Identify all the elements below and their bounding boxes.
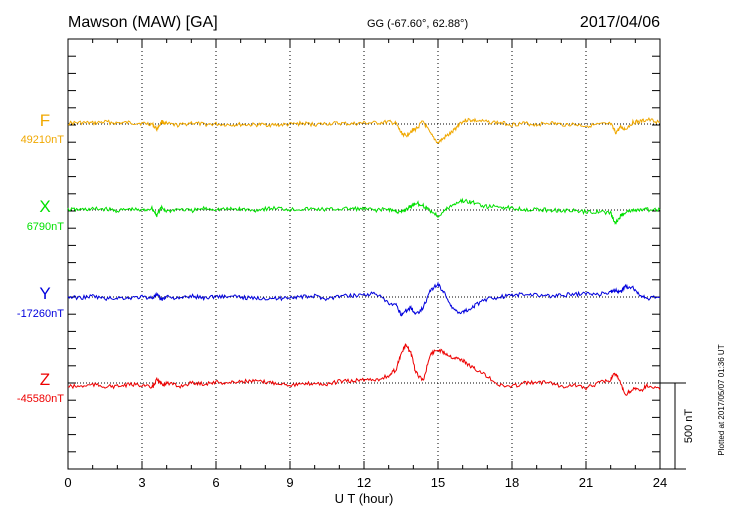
series-baseline-label: -17260nT: [17, 308, 64, 320]
x-tick-label: 9: [286, 475, 293, 490]
x-axis-label: U T (hour): [335, 491, 394, 506]
series-baseline-label: 6790nT: [27, 221, 65, 233]
x-tick-label: 21: [579, 475, 593, 490]
series-name-label: F: [40, 111, 50, 130]
series-line-f: [67, 116, 660, 145]
x-tick-label: 6: [212, 475, 219, 490]
series-line-z: [67, 343, 661, 396]
scale-bar: [660, 382, 686, 470]
x-tick-label: 0: [64, 475, 71, 490]
series-name-label: Z: [40, 370, 50, 389]
series-name-label: Y: [39, 284, 50, 303]
series-lines: [67, 116, 661, 396]
series-baseline-label: 49210nT: [21, 134, 65, 146]
baselines: [68, 123, 660, 384]
scale-bar-label: 500 nT: [683, 409, 695, 444]
x-tick-label: 3: [138, 475, 145, 490]
station-coords: GG (-67.60°, 62.88°): [367, 18, 468, 30]
x-tick-label: 15: [431, 475, 445, 490]
series-line-y: [67, 281, 661, 317]
plotted-at-note: Plotted at 2017/05/07 01:36 UT: [717, 344, 726, 455]
grid-lines: [141, 39, 587, 469]
x-tick-label: 12: [357, 475, 371, 490]
station-title: Mawson (MAW) [GA]: [68, 14, 218, 31]
series-name-label: X: [39, 197, 50, 216]
plot-date: 2017/04/06: [580, 14, 660, 31]
series-line-x: [67, 197, 661, 226]
x-tick-label: 24: [653, 475, 667, 490]
x-tick-label: 18: [505, 475, 519, 490]
series-baseline-label: -45580nT: [17, 393, 64, 405]
axis-ticks: [67, 38, 661, 470]
